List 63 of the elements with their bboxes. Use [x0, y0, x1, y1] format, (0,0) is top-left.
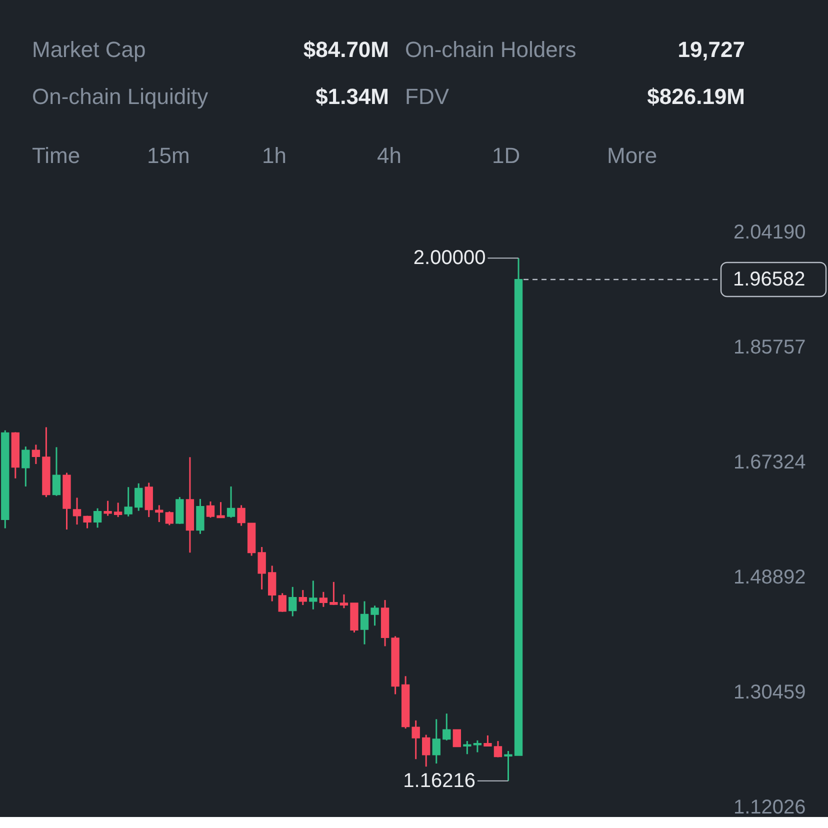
ref-line-label: 1.96582 [733, 268, 806, 290]
candlestick [196, 498, 204, 535]
candlestick [32, 444, 40, 465]
candlestick [114, 502, 122, 518]
candlestick [258, 546, 266, 590]
candlestick [463, 740, 472, 755]
candlestick [72, 496, 82, 526]
candlestick [216, 501, 225, 518]
candlestick [330, 581, 338, 606]
text: FDV [405, 84, 450, 109]
candlestick [412, 720, 420, 760]
candlestick [22, 446, 30, 488]
y-tick-label: 1.48892 [734, 566, 806, 588]
text: More [607, 143, 658, 168]
text: Market Cap [32, 37, 146, 62]
text: 1D [492, 143, 520, 168]
text: 19,727 [678, 37, 745, 62]
candlestick [278, 592, 286, 613]
annotation: 2.00000 [413, 247, 486, 270]
y-tick-label: 1.85757 [734, 336, 806, 358]
candlestick [484, 734, 492, 747]
candlestick [155, 504, 164, 523]
text: $1.34M [316, 84, 389, 109]
candlestick [340, 594, 348, 609]
text: $826.19M [647, 84, 745, 109]
candlestick [452, 729, 461, 748]
candlestick [83, 515, 92, 530]
candlestick [298, 589, 307, 606]
text: On-chain Holders [405, 37, 576, 62]
candlestick [309, 580, 318, 610]
y-tick-label: 1.30459 [734, 682, 806, 704]
text: $84.70M [303, 37, 389, 62]
candlestick [165, 510, 174, 526]
text: 15m [147, 143, 190, 168]
candlestick [494, 740, 502, 758]
candlestick [432, 718, 440, 764]
candlestick [134, 482, 143, 512]
candlestick [268, 564, 276, 602]
text: 4h [377, 143, 402, 168]
y-tick-label: 1.12026 [734, 796, 806, 818]
annotation: 1.16216 [403, 770, 476, 792]
candlestick [504, 750, 512, 782]
candlestick [206, 500, 215, 518]
text: On-chain Liquidity [32, 84, 208, 109]
candlestick [144, 482, 153, 518]
text: 1h [262, 143, 286, 168]
y-tick-label: 2.04190 [734, 222, 806, 244]
candlestick [237, 504, 246, 527]
y-tick-label: 1.67324 [734, 452, 806, 474]
candlestick [422, 734, 430, 768]
candlestick [104, 500, 112, 517]
candlestick [226, 486, 236, 518]
candlestick [288, 586, 297, 618]
candlestick [442, 712, 451, 742]
candlestick [93, 508, 102, 528]
candlestick [473, 740, 482, 754]
candlestick [319, 591, 328, 608]
candlestick [360, 600, 369, 646]
candlestick [52, 446, 61, 497]
text: Time [32, 143, 80, 168]
candlestick [176, 496, 184, 525]
candlestick [124, 486, 132, 518]
candlestick [370, 604, 379, 626]
